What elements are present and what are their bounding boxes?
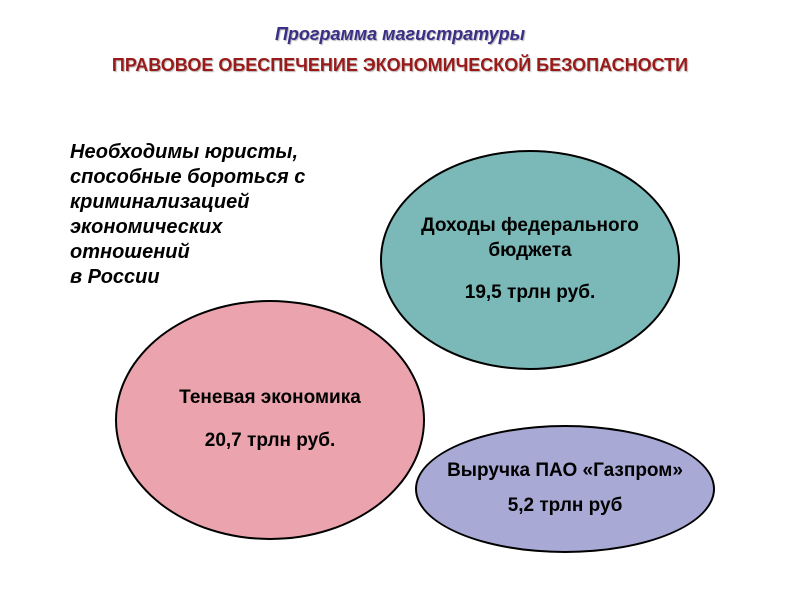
bubble-gazprom-label: Выручка ПАО «Газпром» [447,459,683,484]
bubble-shadow-economy-value: 20,7 трлн руб. [205,429,335,454]
bubble-gazprom-value: 5,2 трлн руб [508,494,623,519]
header-line1: Программа магистратуры [40,24,760,45]
header-line2: ПРАВОВОЕ ОБЕСПЕЧЕНИЕ ЭКОНОМИЧЕСКОЙ БЕЗОП… [40,51,760,80]
bubble-shadow-economy-label: Теневая экономика [179,386,361,411]
bubble-federal-budget-value: 19,5 трлн руб. [465,281,595,306]
intro-text: Необходимы юристы, способные бороться с … [70,140,330,290]
bubble-federal-budget-label: Доходы федерального бюджета [382,214,678,263]
bubble-shadow-economy: Теневая экономика 20,7 трлн руб. [115,300,425,540]
bubble-gazprom: Выручка ПАО «Газпром» 5,2 трлн руб [415,425,715,553]
bubble-federal-budget: Доходы федерального бюджета 19,5 трлн ру… [380,150,680,370]
header: Программа магистратуры ПРАВОВОЕ ОБЕСПЕЧЕ… [0,0,800,80]
